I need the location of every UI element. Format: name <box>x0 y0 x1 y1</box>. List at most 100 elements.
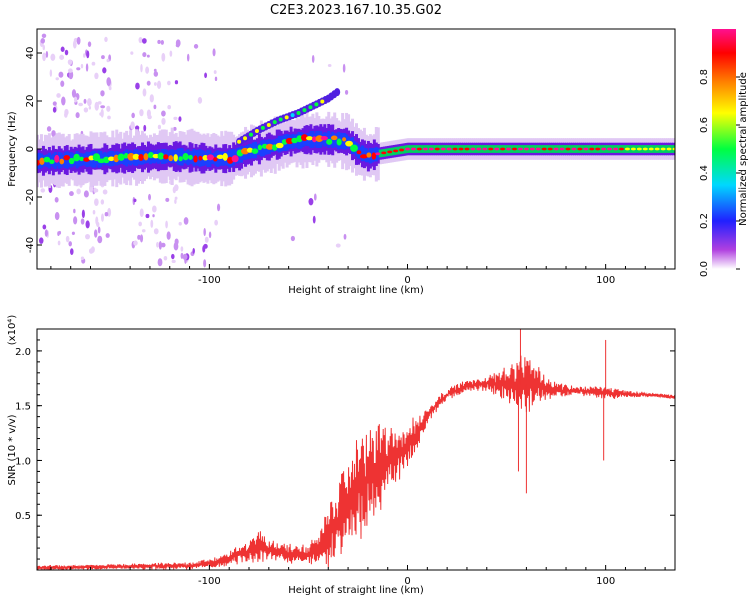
ridge-core <box>236 148 240 164</box>
noise-speckle <box>139 234 144 243</box>
noise-speckle <box>327 64 332 68</box>
noise-speckle <box>142 88 147 97</box>
noise-speckle <box>100 105 105 109</box>
ridge-peak <box>375 152 381 156</box>
ridge-peak <box>601 147 607 151</box>
spectrogram-y-tick-label: 20 <box>25 95 36 108</box>
noise-speckle <box>197 97 203 104</box>
ridge-blob <box>291 137 298 144</box>
ridge-peak <box>553 147 559 151</box>
ridge-blob <box>246 147 254 153</box>
noise-speckle <box>100 199 105 205</box>
ridge-blob <box>356 150 362 155</box>
noise-speckle <box>145 213 150 219</box>
noise-speckle <box>312 215 316 224</box>
noise-speckle <box>76 67 81 71</box>
noise-speckle <box>146 80 151 86</box>
noise-speckle <box>146 54 150 58</box>
noise-speckle <box>161 117 166 125</box>
ridge-core <box>390 147 394 156</box>
ridge-core <box>216 150 220 167</box>
noise-speckle <box>143 124 147 132</box>
ridge-peak <box>434 147 440 151</box>
upper-branch-core <box>260 125 265 130</box>
noise-speckle <box>39 237 44 244</box>
noise-speckle <box>100 108 104 118</box>
noise-speckle <box>105 233 110 238</box>
ridge-blob <box>300 134 308 141</box>
ridge-peak <box>393 149 399 153</box>
noise-speckle <box>54 197 59 203</box>
ridge-peak <box>494 147 500 151</box>
noise-speckle <box>142 52 147 58</box>
ridge-blob <box>113 154 120 163</box>
noise-speckle <box>178 116 182 122</box>
colorbar-tick-label: 0.4 <box>699 165 710 181</box>
noise-speckle <box>308 197 314 206</box>
noise-speckle <box>107 80 111 85</box>
ridge-peak <box>428 147 434 151</box>
upper-branch-core <box>308 105 313 110</box>
ridge-blob <box>143 153 149 161</box>
noise-speckle <box>101 55 105 60</box>
ridge-peak <box>517 147 523 151</box>
noise-speckle <box>73 216 78 225</box>
ridge-blob <box>117 153 125 161</box>
ridge-peak <box>672 147 675 151</box>
ridge-peak <box>535 147 541 151</box>
noise-speckle <box>58 71 64 78</box>
noise-speckle <box>54 212 60 221</box>
noise-speckle <box>208 231 212 239</box>
ridge-blob <box>216 154 224 160</box>
colorbar-tick-label: 0.8 <box>699 69 710 85</box>
noise-speckle <box>137 234 141 240</box>
snr-panel: -100 0 100 0.5 1.0 1.5 2.0 Height of straight… <box>7 315 676 596</box>
noise-speckle <box>193 44 199 49</box>
noise-speckle <box>157 39 161 45</box>
noise-speckle <box>133 240 138 246</box>
ridge-blob <box>206 154 215 161</box>
snr-series-line <box>37 355 675 570</box>
ridge-peak <box>589 147 595 151</box>
spectrogram-y-tick-label: -20 <box>25 189 36 205</box>
ridge-blob <box>342 137 347 142</box>
ridge-peak <box>559 147 565 151</box>
spectrogram-x-tick-label: -100 <box>198 275 221 286</box>
spectrogram-x-ticks: -100 0 100 <box>50 264 666 286</box>
noise-speckle <box>173 184 179 192</box>
upper-branch-core <box>284 115 289 120</box>
noise-speckle <box>165 220 168 229</box>
snr-y-tick-label: 1.5 <box>15 402 31 413</box>
noise-speckle <box>174 199 177 204</box>
noise-speckle <box>97 101 102 105</box>
ridge-blob <box>371 152 377 160</box>
ridge-blob <box>54 154 60 163</box>
ridge-peak <box>387 150 393 154</box>
colorbar-tick-label: 0.6 <box>699 117 710 133</box>
snr-y-label: SNR (10 * v/v) <box>7 414 18 485</box>
ridge-blob <box>59 158 65 165</box>
noise-speckle <box>163 255 168 261</box>
noise-speckle <box>100 213 104 222</box>
noise-speckle <box>171 253 175 260</box>
noise-speckle <box>104 212 109 217</box>
ridge-blob <box>108 156 115 162</box>
ridge-blob <box>49 159 55 165</box>
noise-speckle <box>59 54 65 60</box>
ridge-core <box>146 151 150 163</box>
noise-speckle <box>160 40 164 45</box>
ridge-peak <box>642 147 648 151</box>
noise-speckle <box>88 105 92 110</box>
snr-x-label: Height of straight line (km) <box>288 585 424 596</box>
noise-speckle <box>80 63 84 69</box>
noise-speckle <box>183 217 189 225</box>
noise-speckle <box>145 66 150 74</box>
noise-speckle <box>335 243 341 248</box>
ridge-peak <box>613 147 619 151</box>
ridge-blob <box>257 144 263 151</box>
noise-speckle <box>131 112 135 119</box>
ridge-blob <box>306 136 313 141</box>
noise-speckle <box>133 198 137 203</box>
upper-branch-core <box>243 136 248 141</box>
ridge-blob <box>350 144 358 152</box>
